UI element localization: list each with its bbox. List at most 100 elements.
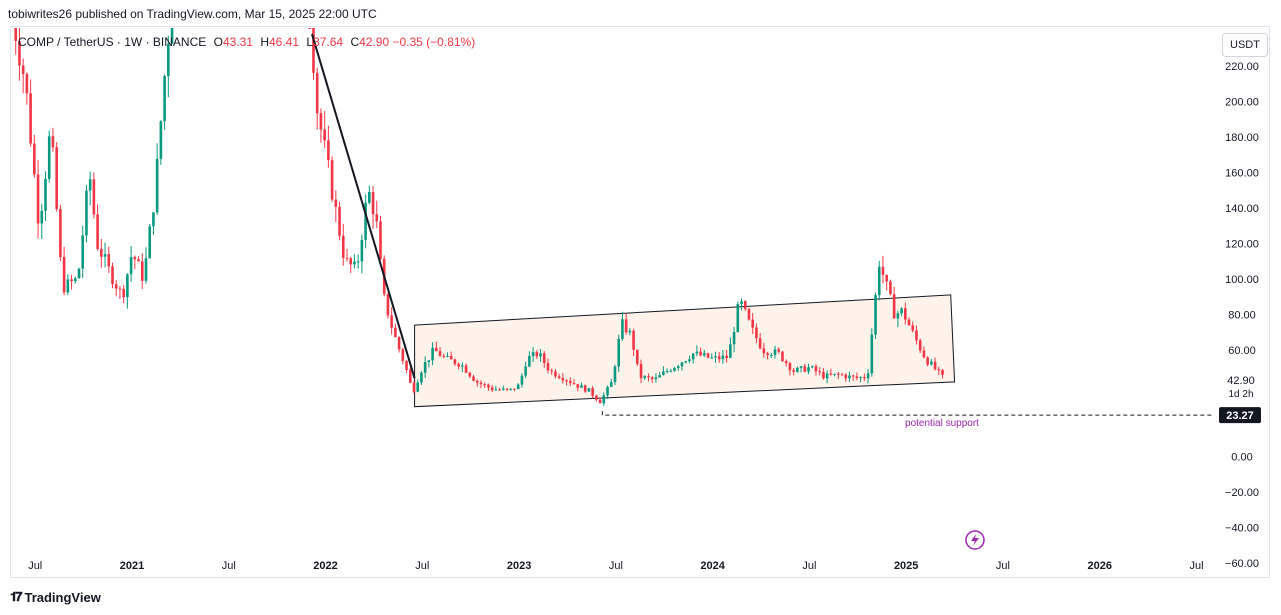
candle-body: [829, 373, 833, 375]
candle-body: [807, 367, 810, 372]
candle-body: [152, 212, 155, 227]
y-tick-label: 220.00: [1225, 61, 1259, 73]
candle-body: [129, 257, 133, 275]
y-tick-label: 120.00: [1225, 238, 1259, 250]
candle-body: [680, 362, 684, 367]
candle-body: [438, 351, 442, 357]
candle-body: [628, 330, 632, 333]
candle-body: [40, 210, 44, 224]
candle-body: [576, 384, 580, 388]
candle-body: [29, 93, 32, 144]
candle-body: [77, 268, 81, 279]
candle-body: [691, 353, 695, 360]
candle-body: [144, 258, 148, 281]
candle-body: [137, 259, 140, 262]
candle-body: [33, 143, 36, 175]
candle-body: [665, 370, 669, 372]
candle-body: [356, 261, 360, 263]
candle-body: [494, 389, 498, 391]
y-tick-label: −20.00: [1225, 487, 1259, 499]
x-tick-label: 2021: [120, 560, 144, 572]
candle-body: [766, 353, 769, 356]
candle-body: [405, 361, 408, 370]
candle-body: [636, 349, 639, 364]
candle-body: [520, 375, 524, 385]
candle-body: [762, 348, 766, 354]
candle-body: [732, 332, 736, 345]
candle-body: [81, 235, 85, 269]
candle-body: [770, 354, 773, 356]
candle-body: [825, 373, 829, 379]
candle-body: [401, 349, 405, 362]
candle-body: [926, 357, 929, 365]
x-tick-label: Jul: [222, 560, 236, 572]
candle-body: [55, 147, 58, 210]
candle-body: [736, 304, 740, 333]
candle-body: [848, 375, 851, 379]
candle-body: [885, 274, 888, 282]
support-label: potential support: [905, 418, 979, 429]
candle-body: [892, 294, 896, 319]
candle-body: [308, 28, 312, 29]
candle-body: [613, 366, 617, 383]
high-value: 46.41: [269, 35, 300, 49]
candle-body: [487, 384, 490, 388]
candle-body: [315, 72, 319, 114]
candle-body: [490, 387, 494, 391]
symbol-name[interactable]: COMP / TetherUS · 1W · BINANCE: [18, 35, 207, 49]
candle-body: [855, 376, 859, 379]
candle-body: [14, 28, 18, 41]
candle-body: [889, 281, 892, 295]
candle-body: [427, 360, 431, 363]
candle-body: [70, 279, 73, 282]
currency-button[interactable]: USDT: [1222, 33, 1268, 57]
candle-body: [36, 174, 40, 224]
candle-body: [319, 113, 323, 130]
candle-body: [937, 369, 941, 371]
candle-body: [18, 40, 21, 66]
candle-body: [725, 355, 728, 358]
last-price-countdown: 1d 2h: [1228, 389, 1253, 400]
tradingview-logo-text: TradingView: [24, 589, 101, 605]
candle-body: [792, 370, 795, 372]
candle-body: [21, 65, 25, 75]
candle-body: [706, 353, 710, 358]
candle-body: [747, 308, 751, 320]
tradingview-logo[interactable]: 𝟏𝟕 TradingView: [10, 589, 101, 605]
candle-body: [632, 330, 635, 350]
candle-body: [170, 28, 174, 44]
candle-body: [900, 308, 903, 314]
candle-body: [844, 374, 848, 379]
x-tick-label: Jul: [415, 560, 429, 572]
candle-body: [569, 380, 572, 384]
candle-body: [621, 319, 624, 339]
low-label: L: [306, 35, 314, 49]
candle-body: [386, 293, 390, 316]
candle-body: [88, 179, 92, 191]
candle-body: [92, 179, 96, 215]
candle-body: [572, 383, 576, 385]
candle-body: [840, 374, 844, 376]
lightning-icon[interactable]: [965, 530, 985, 550]
candle-body: [96, 214, 99, 249]
candle-body: [148, 226, 152, 259]
candle-body: [714, 356, 717, 358]
candle-body: [591, 388, 594, 396]
candle-body: [639, 363, 643, 379]
candle-body: [159, 121, 163, 159]
support-price-value: 23.27: [1226, 410, 1254, 422]
candle-body: [47, 136, 51, 179]
candle-body: [743, 301, 747, 309]
x-tick-label: 2024: [700, 560, 725, 572]
candle-body: [457, 363, 460, 367]
candle-body: [353, 261, 356, 265]
candle-body: [375, 214, 379, 222]
candle-body: [420, 372, 423, 383]
candle-body: [580, 385, 583, 388]
candle-body: [390, 315, 393, 328]
candle-body: [684, 361, 687, 363]
candle-body: [904, 308, 907, 320]
candle-body: [133, 257, 137, 260]
x-tick-label: Jul: [1189, 560, 1203, 572]
